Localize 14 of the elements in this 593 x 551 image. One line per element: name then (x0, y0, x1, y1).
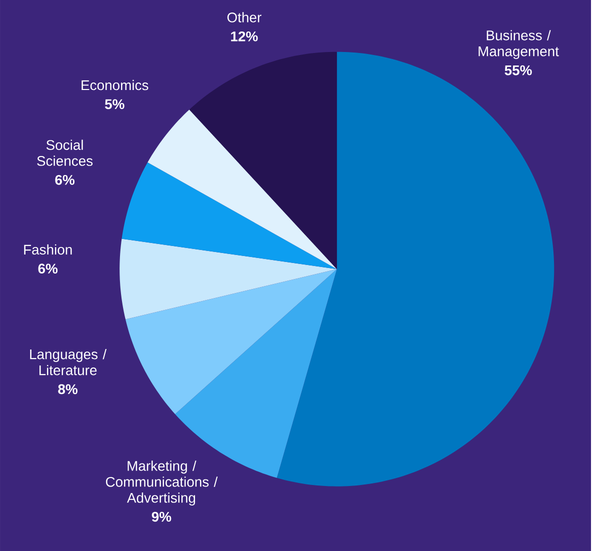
data-label: 9% (152, 512, 172, 522)
slice-label: Fashion (24, 244, 72, 255)
slice-label: Social Sciences (37, 140, 93, 166)
slice-label: Economics (82, 80, 148, 90)
data-label: 5% (104, 99, 124, 110)
data-label: 6% (55, 174, 74, 185)
data-label: 12% (231, 31, 258, 42)
data-label: 8% (58, 384, 78, 394)
data-label: 55% (504, 65, 532, 76)
slice-label: Languages / Literature (30, 348, 107, 376)
data-label: 6% (38, 264, 58, 274)
slice-label: Business / Management (478, 30, 559, 59)
slice-label: Other (227, 12, 262, 22)
slice-label: Marketing / Communications / Advertising (106, 460, 218, 506)
